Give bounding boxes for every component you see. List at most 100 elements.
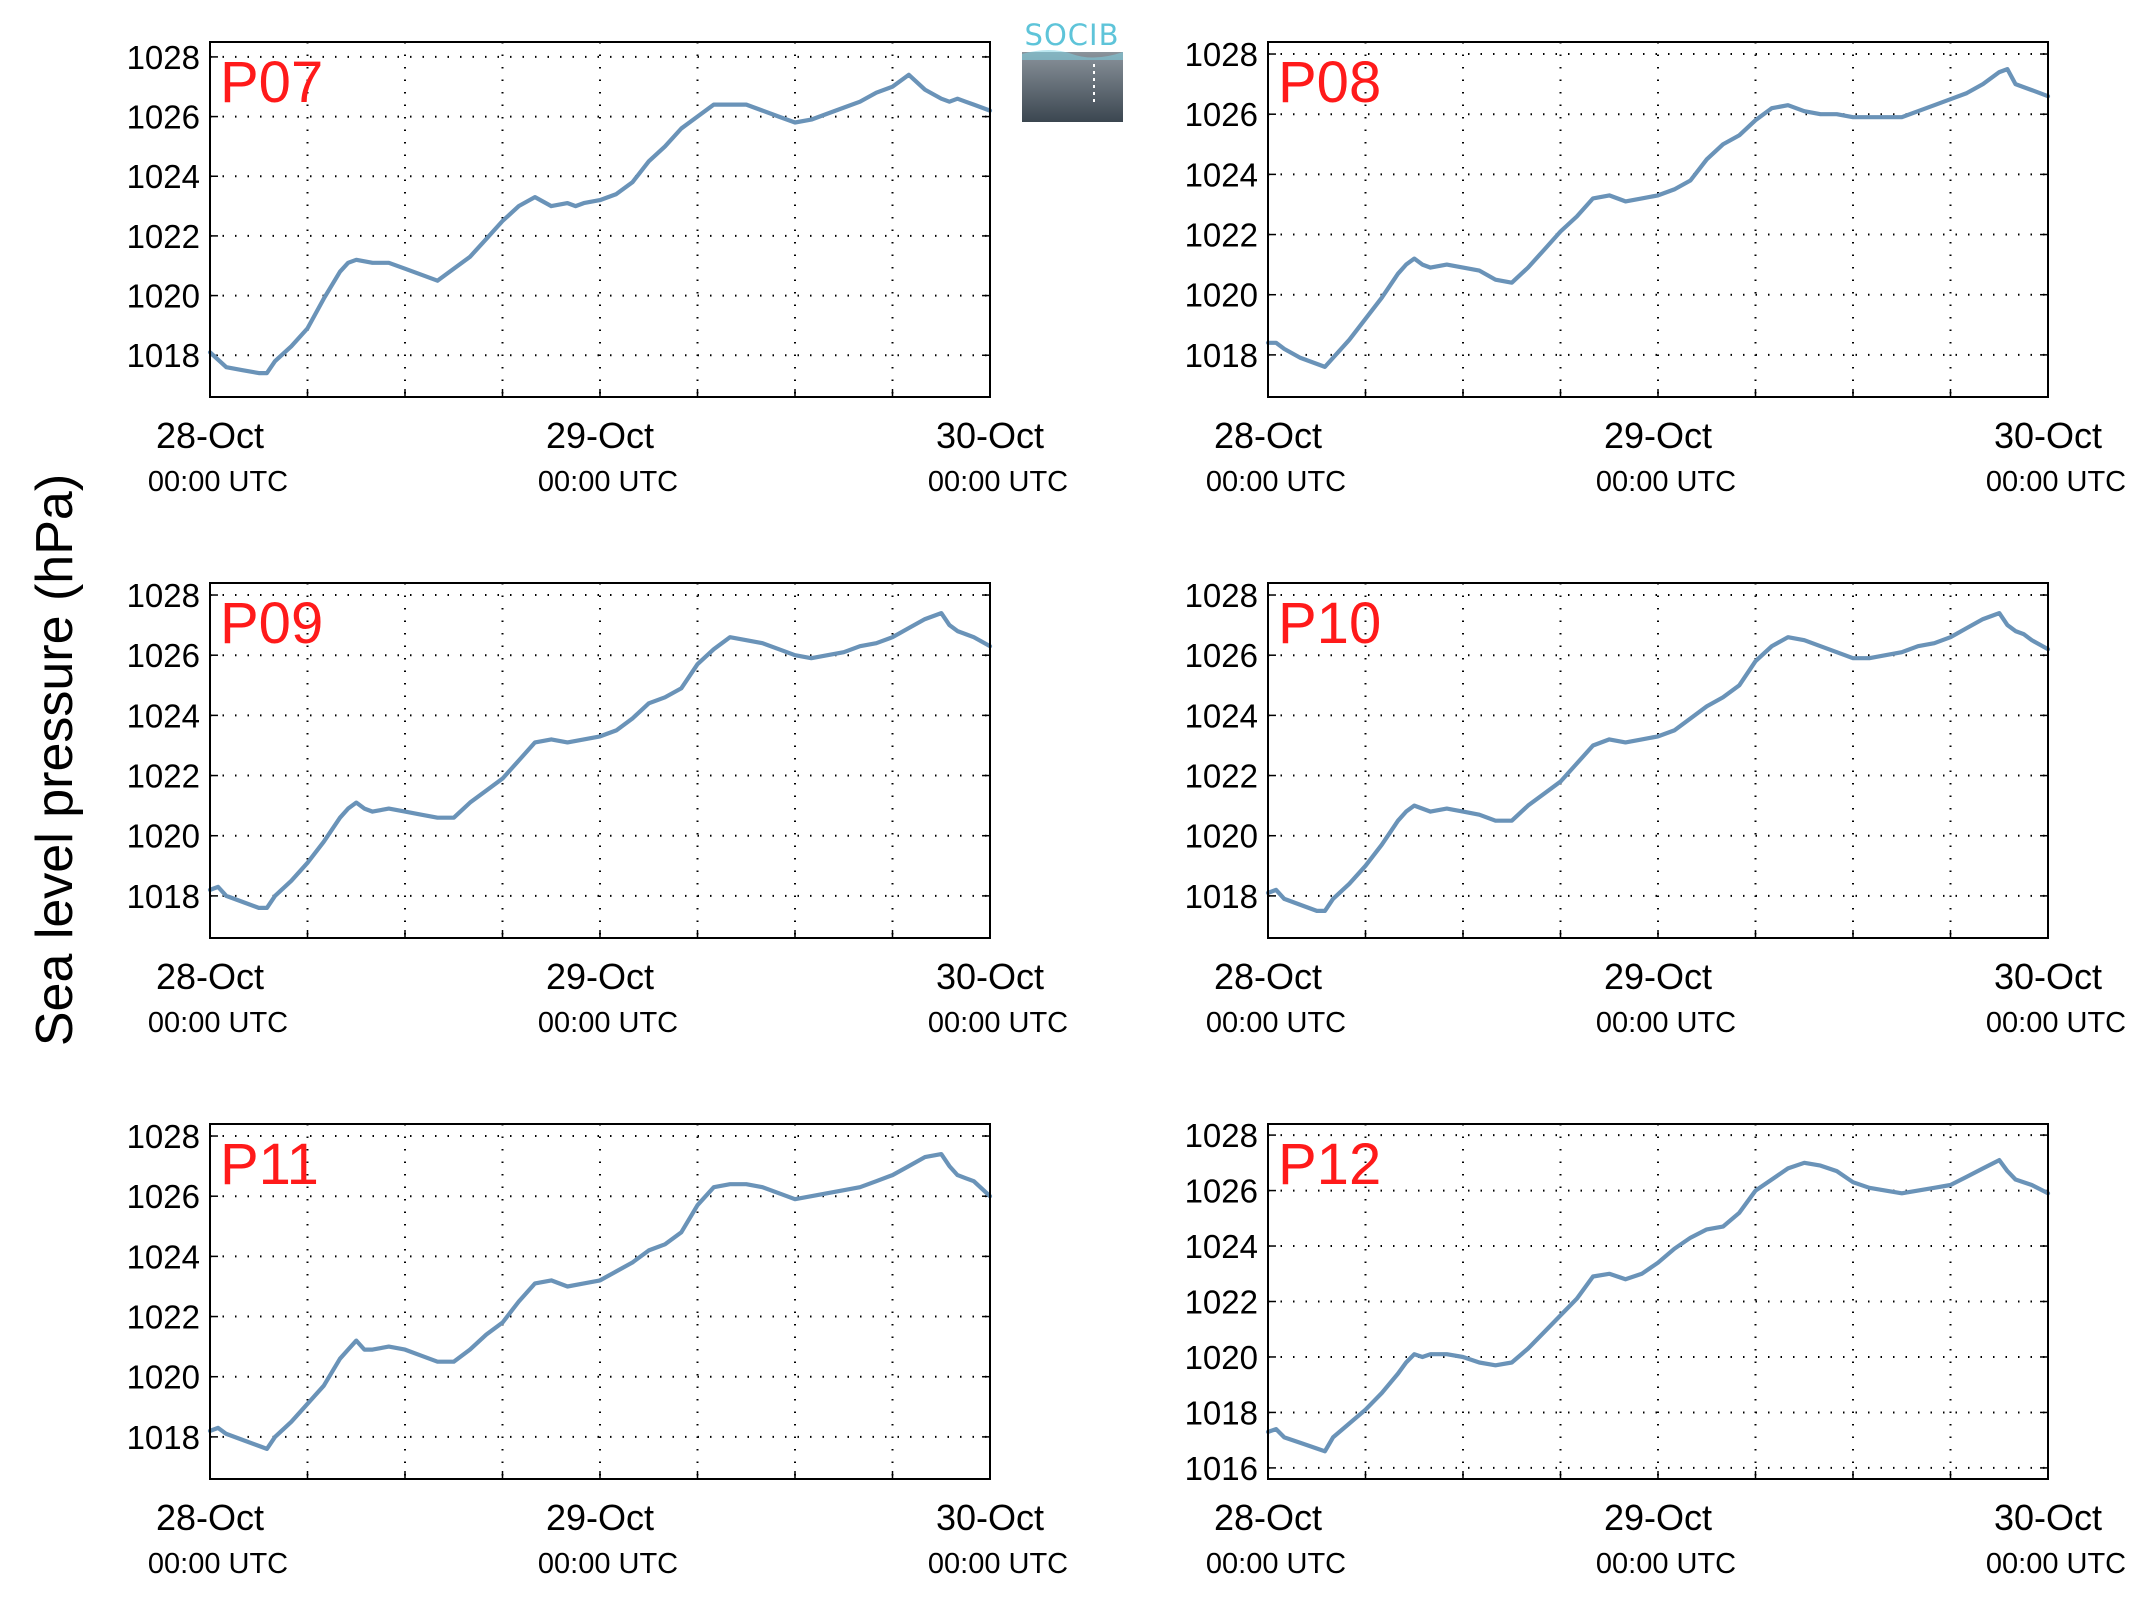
logo-block	[1022, 52, 1123, 122]
series-line	[1265, 611, 2051, 913]
y-tick-label: 1018	[1185, 1394, 1258, 1431]
x-tick-time: 00:00 UTC	[1206, 466, 1346, 498]
x-tick-time: 00:00 UTC	[538, 1007, 678, 1039]
panel-label: P09	[220, 591, 323, 656]
y-tick-label: 1020	[127, 818, 200, 855]
y-tick-label: 1024	[127, 158, 200, 195]
x-tick-time: 00:00 UTC	[148, 466, 288, 498]
y-tick-label: 1028	[127, 1118, 200, 1155]
series-line	[1265, 67, 2051, 369]
plot-frame	[209, 1123, 991, 1480]
series-line	[207, 611, 993, 910]
x-tick-date: 29-Oct	[546, 956, 654, 997]
plot-frame	[209, 41, 991, 398]
series-line	[207, 1152, 993, 1451]
panel-p08: 1018 1020 1022 1024 1026 1028 28-Oct 00:00 UTC 2…	[1185, 36, 2127, 498]
x-tick-date: 28-Oct	[156, 1497, 264, 1538]
y-tick-label: 1022	[127, 1299, 200, 1336]
y-tick-label: 1028	[1185, 36, 1258, 73]
x-tick-date: 28-Oct	[1214, 1497, 1322, 1538]
y-tick-label: 1024	[1185, 156, 1258, 193]
x-tick-time: 00:00 UTC	[928, 466, 1068, 498]
y-tick-label: 1018	[127, 878, 200, 915]
x-tick-time: 00:00 UTC	[1206, 1548, 1346, 1580]
y-tick-label: 1026	[1185, 637, 1258, 674]
y-tick-label: 1020	[1185, 277, 1258, 314]
panel-label: P08	[1278, 50, 1381, 115]
y-tick-label: 1028	[127, 577, 200, 614]
panel-p07: 1018 1020 1022 1024 1026 1028 28-Oct 00:00 UTC 2…	[127, 39, 1069, 498]
x-tick-date: 29-Oct	[1604, 956, 1712, 997]
logo-wave	[1022, 50, 1123, 60]
x-tick-time: 00:00 UTC	[148, 1007, 288, 1039]
y-tick-label: 1016	[1185, 1450, 1258, 1487]
y-tick-label: 1022	[1185, 758, 1258, 795]
x-tick-date: 30-Oct	[936, 1497, 1044, 1538]
y-tick-label: 1020	[127, 1359, 200, 1396]
x-tick-date: 29-Oct	[546, 415, 654, 456]
x-tick-date: 29-Oct	[1604, 1497, 1712, 1538]
y-tick-label: 1018	[127, 1419, 200, 1456]
x-tick-date: 30-Oct	[936, 415, 1044, 456]
logo-text: SOCIB	[1025, 18, 1120, 52]
series-line	[1265, 1158, 2051, 1454]
socib-logo: SOCIB	[1022, 18, 1123, 122]
y-tick-label: 1020	[1185, 1339, 1258, 1376]
y-tick-label: 1024	[1185, 1228, 1258, 1265]
x-tick-date: 30-Oct	[1994, 1497, 2102, 1538]
x-tick-date: 28-Oct	[156, 415, 264, 456]
plot-frame	[1267, 41, 2049, 398]
x-tick-time: 00:00 UTC	[928, 1548, 1068, 1580]
panel-p12: 1016 1018 1020 1022 1024 1026 1028 28-Oct 00:00 …	[1185, 1117, 2127, 1580]
x-tick-date: 29-Oct	[1604, 415, 1712, 456]
x-tick-time: 00:00 UTC	[1206, 1007, 1346, 1039]
x-tick-time: 00:00 UTC	[538, 466, 678, 498]
x-tick-time: 00:00 UTC	[148, 1548, 288, 1580]
y-tick-label: 1026	[127, 637, 200, 674]
x-tick-date: 30-Oct	[936, 956, 1044, 997]
series-line	[207, 72, 993, 376]
x-tick-time: 00:00 UTC	[538, 1548, 678, 1580]
y-tick-label: 1022	[127, 758, 200, 795]
x-tick-time: 00:00 UTC	[1596, 466, 1736, 498]
y-tick-label: 1022	[1185, 217, 1258, 254]
x-tick-time: 00:00 UTC	[1986, 466, 2126, 498]
plot-frame	[1267, 1123, 2049, 1480]
panel-p11: 1018 1020 1022 1024 1026 1028 28-Oct 00:00 UTC 2…	[127, 1118, 1069, 1580]
x-tick-time: 00:00 UTC	[928, 1007, 1068, 1039]
y-tick-label: 1024	[1185, 697, 1258, 734]
x-tick-time: 00:00 UTC	[1986, 1007, 2126, 1039]
y-tick-label: 1028	[127, 39, 200, 76]
plot-frame	[1267, 582, 2049, 939]
x-tick-date: 29-Oct	[546, 1497, 654, 1538]
y-tick-label: 1026	[1185, 96, 1258, 133]
plot-frame	[209, 582, 991, 939]
y-tick-label: 1018	[1185, 337, 1258, 374]
panel-label: P11	[220, 1132, 319, 1197]
y-tick-label: 1018	[127, 337, 200, 374]
x-tick-date: 28-Oct	[1214, 956, 1322, 997]
y-tick-label: 1018	[1185, 878, 1258, 915]
y-tick-label: 1020	[127, 278, 200, 315]
y-tick-label: 1026	[1185, 1173, 1258, 1210]
y-tick-label: 1026	[127, 99, 200, 136]
x-tick-time: 00:00 UTC	[1596, 1548, 1736, 1580]
y-tick-label: 1024	[127, 1238, 200, 1275]
x-tick-time: 00:00 UTC	[1596, 1007, 1736, 1039]
x-tick-date: 30-Oct	[1994, 956, 2102, 997]
panel-label: P10	[1278, 591, 1381, 656]
panel-label: P12	[1278, 1132, 1381, 1197]
y-tick-label: 1024	[127, 697, 200, 734]
y-tick-label: 1022	[127, 218, 200, 255]
panel-label: P07	[220, 50, 323, 115]
y-axis-label: Sea level pressure (hPa)	[26, 474, 84, 1046]
y-tick-label: 1028	[1185, 1117, 1258, 1154]
panel-p10: 1018 1020 1022 1024 1026 1028 28-Oct 00:00 UTC 2…	[1185, 577, 2127, 1039]
panel-p09: 1018 1020 1022 1024 1026 1028 28-Oct 00:00 UTC 2…	[127, 577, 1069, 1039]
y-tick-label: 1022	[1185, 1284, 1258, 1321]
x-tick-date: 30-Oct	[1994, 415, 2102, 456]
x-tick-date: 28-Oct	[1214, 415, 1322, 456]
y-tick-label: 1026	[127, 1178, 200, 1215]
y-tick-label: 1028	[1185, 577, 1258, 614]
